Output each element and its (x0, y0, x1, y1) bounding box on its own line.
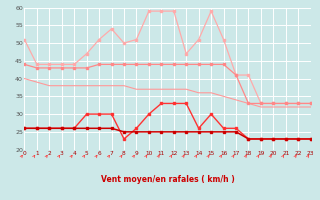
X-axis label: Vent moyen/en rafales ( km/h ): Vent moyen/en rafales ( km/h ) (101, 175, 235, 184)
